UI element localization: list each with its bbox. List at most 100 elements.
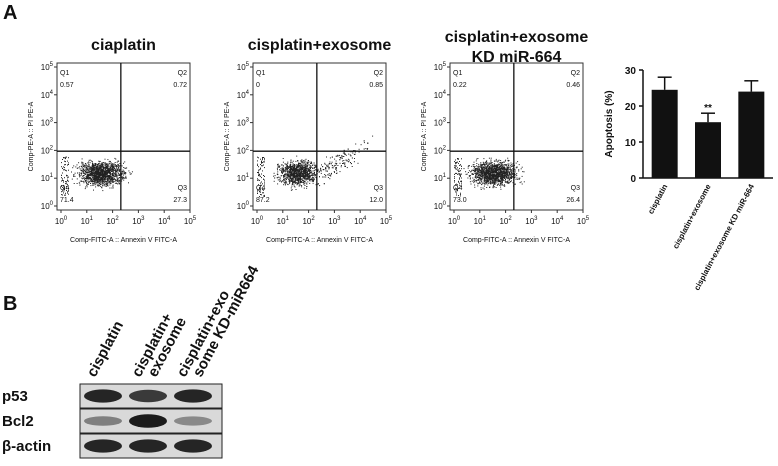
dot <box>367 148 369 149</box>
dot <box>488 167 490 169</box>
plot-title: KD miR-664 <box>472 49 562 66</box>
dot <box>307 162 309 164</box>
dot <box>310 171 312 173</box>
dot <box>476 172 478 174</box>
dot <box>122 176 124 178</box>
dot <box>97 176 99 178</box>
dot <box>94 163 96 165</box>
dot <box>114 171 116 173</box>
dot <box>300 178 301 179</box>
dot <box>296 177 298 179</box>
dot <box>305 171 307 173</box>
dot <box>98 166 100 168</box>
dot <box>111 176 113 178</box>
dot <box>495 158 497 160</box>
dot <box>288 178 290 180</box>
dot <box>307 177 309 179</box>
dot <box>119 163 121 165</box>
dot <box>99 175 100 177</box>
dot <box>117 168 119 170</box>
dot <box>261 162 262 164</box>
tick-base: 10 <box>55 217 64 226</box>
dot <box>483 176 485 178</box>
dot <box>303 178 305 180</box>
dot <box>499 164 501 166</box>
dot <box>122 169 124 171</box>
dot <box>304 181 306 182</box>
dot <box>473 165 475 167</box>
dot <box>493 160 495 162</box>
dot <box>475 170 476 172</box>
dot <box>114 167 115 169</box>
dot <box>492 182 493 184</box>
dot <box>65 164 66 166</box>
dot <box>66 188 67 190</box>
dot <box>486 166 488 167</box>
dot <box>516 167 518 169</box>
dot <box>299 165 301 167</box>
dot <box>107 164 109 166</box>
dot <box>98 163 99 165</box>
dot <box>508 179 510 181</box>
dot <box>460 195 461 197</box>
dot <box>310 179 311 180</box>
dot <box>121 180 123 182</box>
dot <box>83 165 85 167</box>
dot <box>343 160 345 161</box>
dot <box>296 174 298 176</box>
dot <box>481 167 483 169</box>
dot <box>117 183 119 185</box>
dot <box>454 189 455 191</box>
dot <box>119 183 121 185</box>
dot <box>305 167 307 169</box>
dot <box>89 169 91 171</box>
dot <box>469 175 471 177</box>
dot <box>292 163 294 165</box>
quadrant-value: 87.2 <box>256 197 270 204</box>
tick-exponent: 0 <box>64 216 68 222</box>
dot <box>98 173 100 175</box>
dot <box>112 177 114 179</box>
dot <box>93 168 95 170</box>
dot <box>80 169 82 171</box>
dot <box>495 178 497 180</box>
dot <box>511 173 513 175</box>
dot <box>489 173 490 175</box>
dot <box>62 194 63 196</box>
dot <box>119 175 121 176</box>
dot <box>277 183 279 185</box>
dot <box>292 169 294 171</box>
dot <box>100 170 102 172</box>
dot <box>290 160 292 162</box>
dot <box>87 170 89 172</box>
dot <box>291 173 293 175</box>
dot <box>483 174 484 176</box>
dot <box>258 172 259 174</box>
dot <box>499 169 501 171</box>
dot <box>101 179 103 181</box>
dot <box>287 166 289 168</box>
dot <box>502 167 503 169</box>
dot <box>282 174 284 176</box>
dot <box>503 184 505 186</box>
dot <box>475 160 477 162</box>
dot <box>490 171 492 173</box>
dot <box>87 180 89 182</box>
dot <box>501 177 503 179</box>
dot <box>309 180 311 182</box>
dot <box>518 164 520 166</box>
quadrant-value: 0.57 <box>60 82 74 89</box>
dot <box>499 168 501 170</box>
dot <box>461 180 462 182</box>
dot <box>111 180 113 182</box>
dot <box>483 166 485 168</box>
tick-exponent: 4 <box>50 90 54 96</box>
dot <box>286 168 288 170</box>
dot <box>298 166 300 168</box>
dot <box>304 159 306 161</box>
dot <box>116 174 118 176</box>
dot <box>258 179 259 181</box>
dot <box>264 175 265 177</box>
dot <box>297 174 299 176</box>
dot <box>307 160 309 161</box>
